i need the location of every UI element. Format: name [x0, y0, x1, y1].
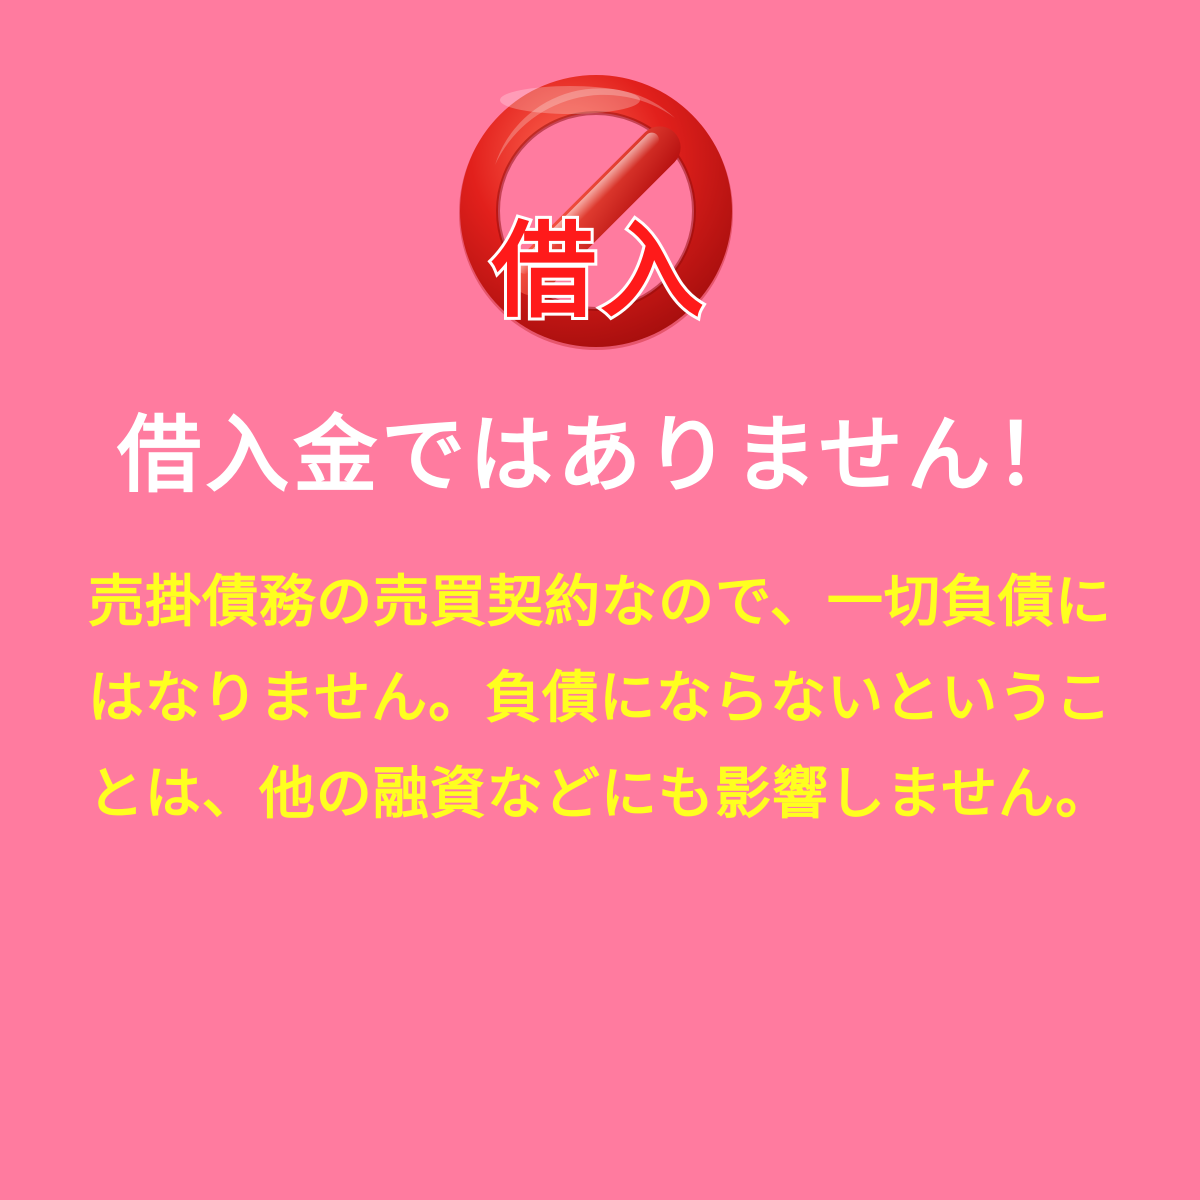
badge-label: 借入 — [489, 207, 708, 335]
body-line-1: 売掛債務の売買契約なので、一切負債に — [88, 570, 1112, 635]
headline: 借入金ではありません！ — [117, 406, 1083, 504]
body-line-2: はなりません。負債にならないというこ — [87, 666, 1113, 731]
prohibition-icon — [455, 70, 737, 352]
body-line-3: とは、他の融資などにも影響しません。 — [87, 762, 1113, 827]
body-text: 売掛債務の売買契約なので、一切負債に はなりません。負債にならないというこ とは… — [40, 555, 1160, 843]
